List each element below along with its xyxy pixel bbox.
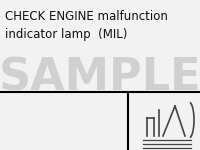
- Text: SAMPLE: SAMPLE: [0, 57, 200, 99]
- Text: indicator lamp  (MIL): indicator lamp (MIL): [5, 28, 127, 41]
- Text: CHECK ENGINE malfunction: CHECK ENGINE malfunction: [5, 10, 168, 23]
